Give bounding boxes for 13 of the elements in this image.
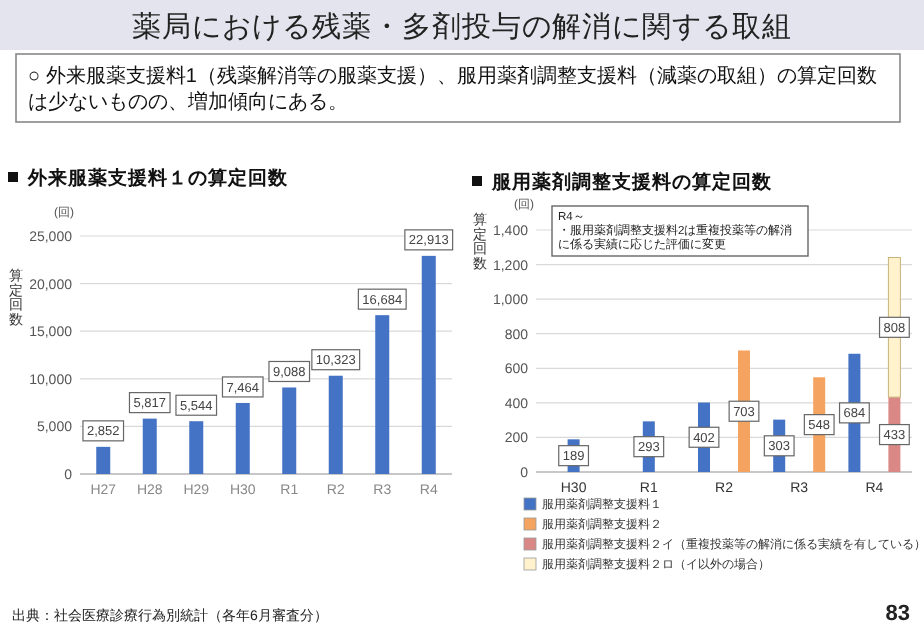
chart-title: 外来服薬支援料１の算定回数 (26, 166, 290, 190)
text: 83 (885, 602, 910, 626)
bar (142, 418, 157, 474)
text: ○ 外来服薬支援料1（残薬解消等の服薬支援）、服用薬剤調整支援料（減薬の取組）の算定回数は少ないものの、増加傾向にある。 (28, 64, 877, 114)
chart-title: 服用薬剤調整支援料の算定回数 (490, 170, 774, 194)
bar (96, 446, 111, 474)
bar (282, 387, 297, 474)
bar (375, 315, 390, 474)
text: 薬局における残薬・多剤投与の解消に関する取組 (132, 10, 792, 44)
bar (421, 255, 436, 474)
bar (189, 421, 204, 474)
bar (235, 402, 250, 474)
bar (328, 375, 343, 474)
